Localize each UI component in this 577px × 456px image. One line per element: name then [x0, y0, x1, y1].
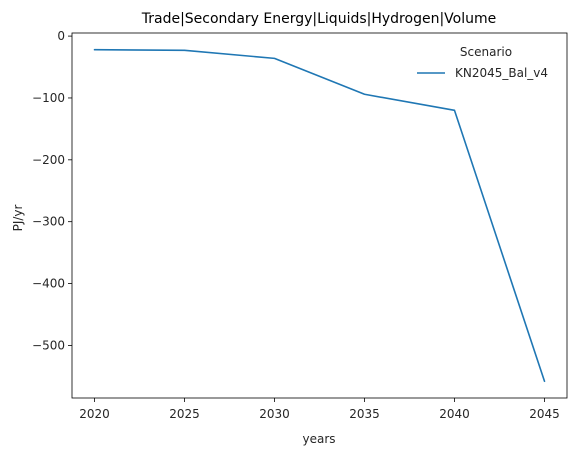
plot-area-border: [71, 32, 568, 399]
x-tick-label: 2045: [529, 407, 560, 421]
y-tick-label: −100: [32, 91, 65, 105]
x-axis: 2020 2025 2030 2035 2040 2045: [79, 398, 560, 421]
chart-title: Trade|Secondary Energy|Liquids|Hydrogen|…: [141, 11, 496, 27]
x-tick-label: 2025: [169, 407, 200, 421]
x-tick-label: 2035: [349, 407, 380, 421]
legend: Scenario KN2045_Bal_v4: [417, 45, 548, 80]
y-axis: 0 −100 −200 −300 −400 −500: [32, 29, 72, 352]
y-tick-label: −300: [32, 215, 65, 229]
y-axis-label: PJ/yr: [11, 205, 25, 232]
x-tick-label: 2020: [79, 407, 110, 421]
y-tick-label: −400: [32, 277, 65, 291]
y-tick-label: 0: [57, 29, 65, 43]
x-axis-label: years: [302, 432, 335, 446]
series-line: [93, 48, 546, 383]
series-layer: [93, 48, 546, 383]
y-tick-label: −500: [32, 338, 65, 352]
y-tick-label: −200: [32, 153, 65, 167]
x-tick-label: 2040: [439, 407, 470, 421]
legend-title: Scenario: [460, 45, 512, 59]
plot-frame: [71, 32, 568, 399]
x-tick-label: 2030: [259, 407, 290, 421]
legend-label: KN2045_Bal_v4: [455, 66, 548, 80]
